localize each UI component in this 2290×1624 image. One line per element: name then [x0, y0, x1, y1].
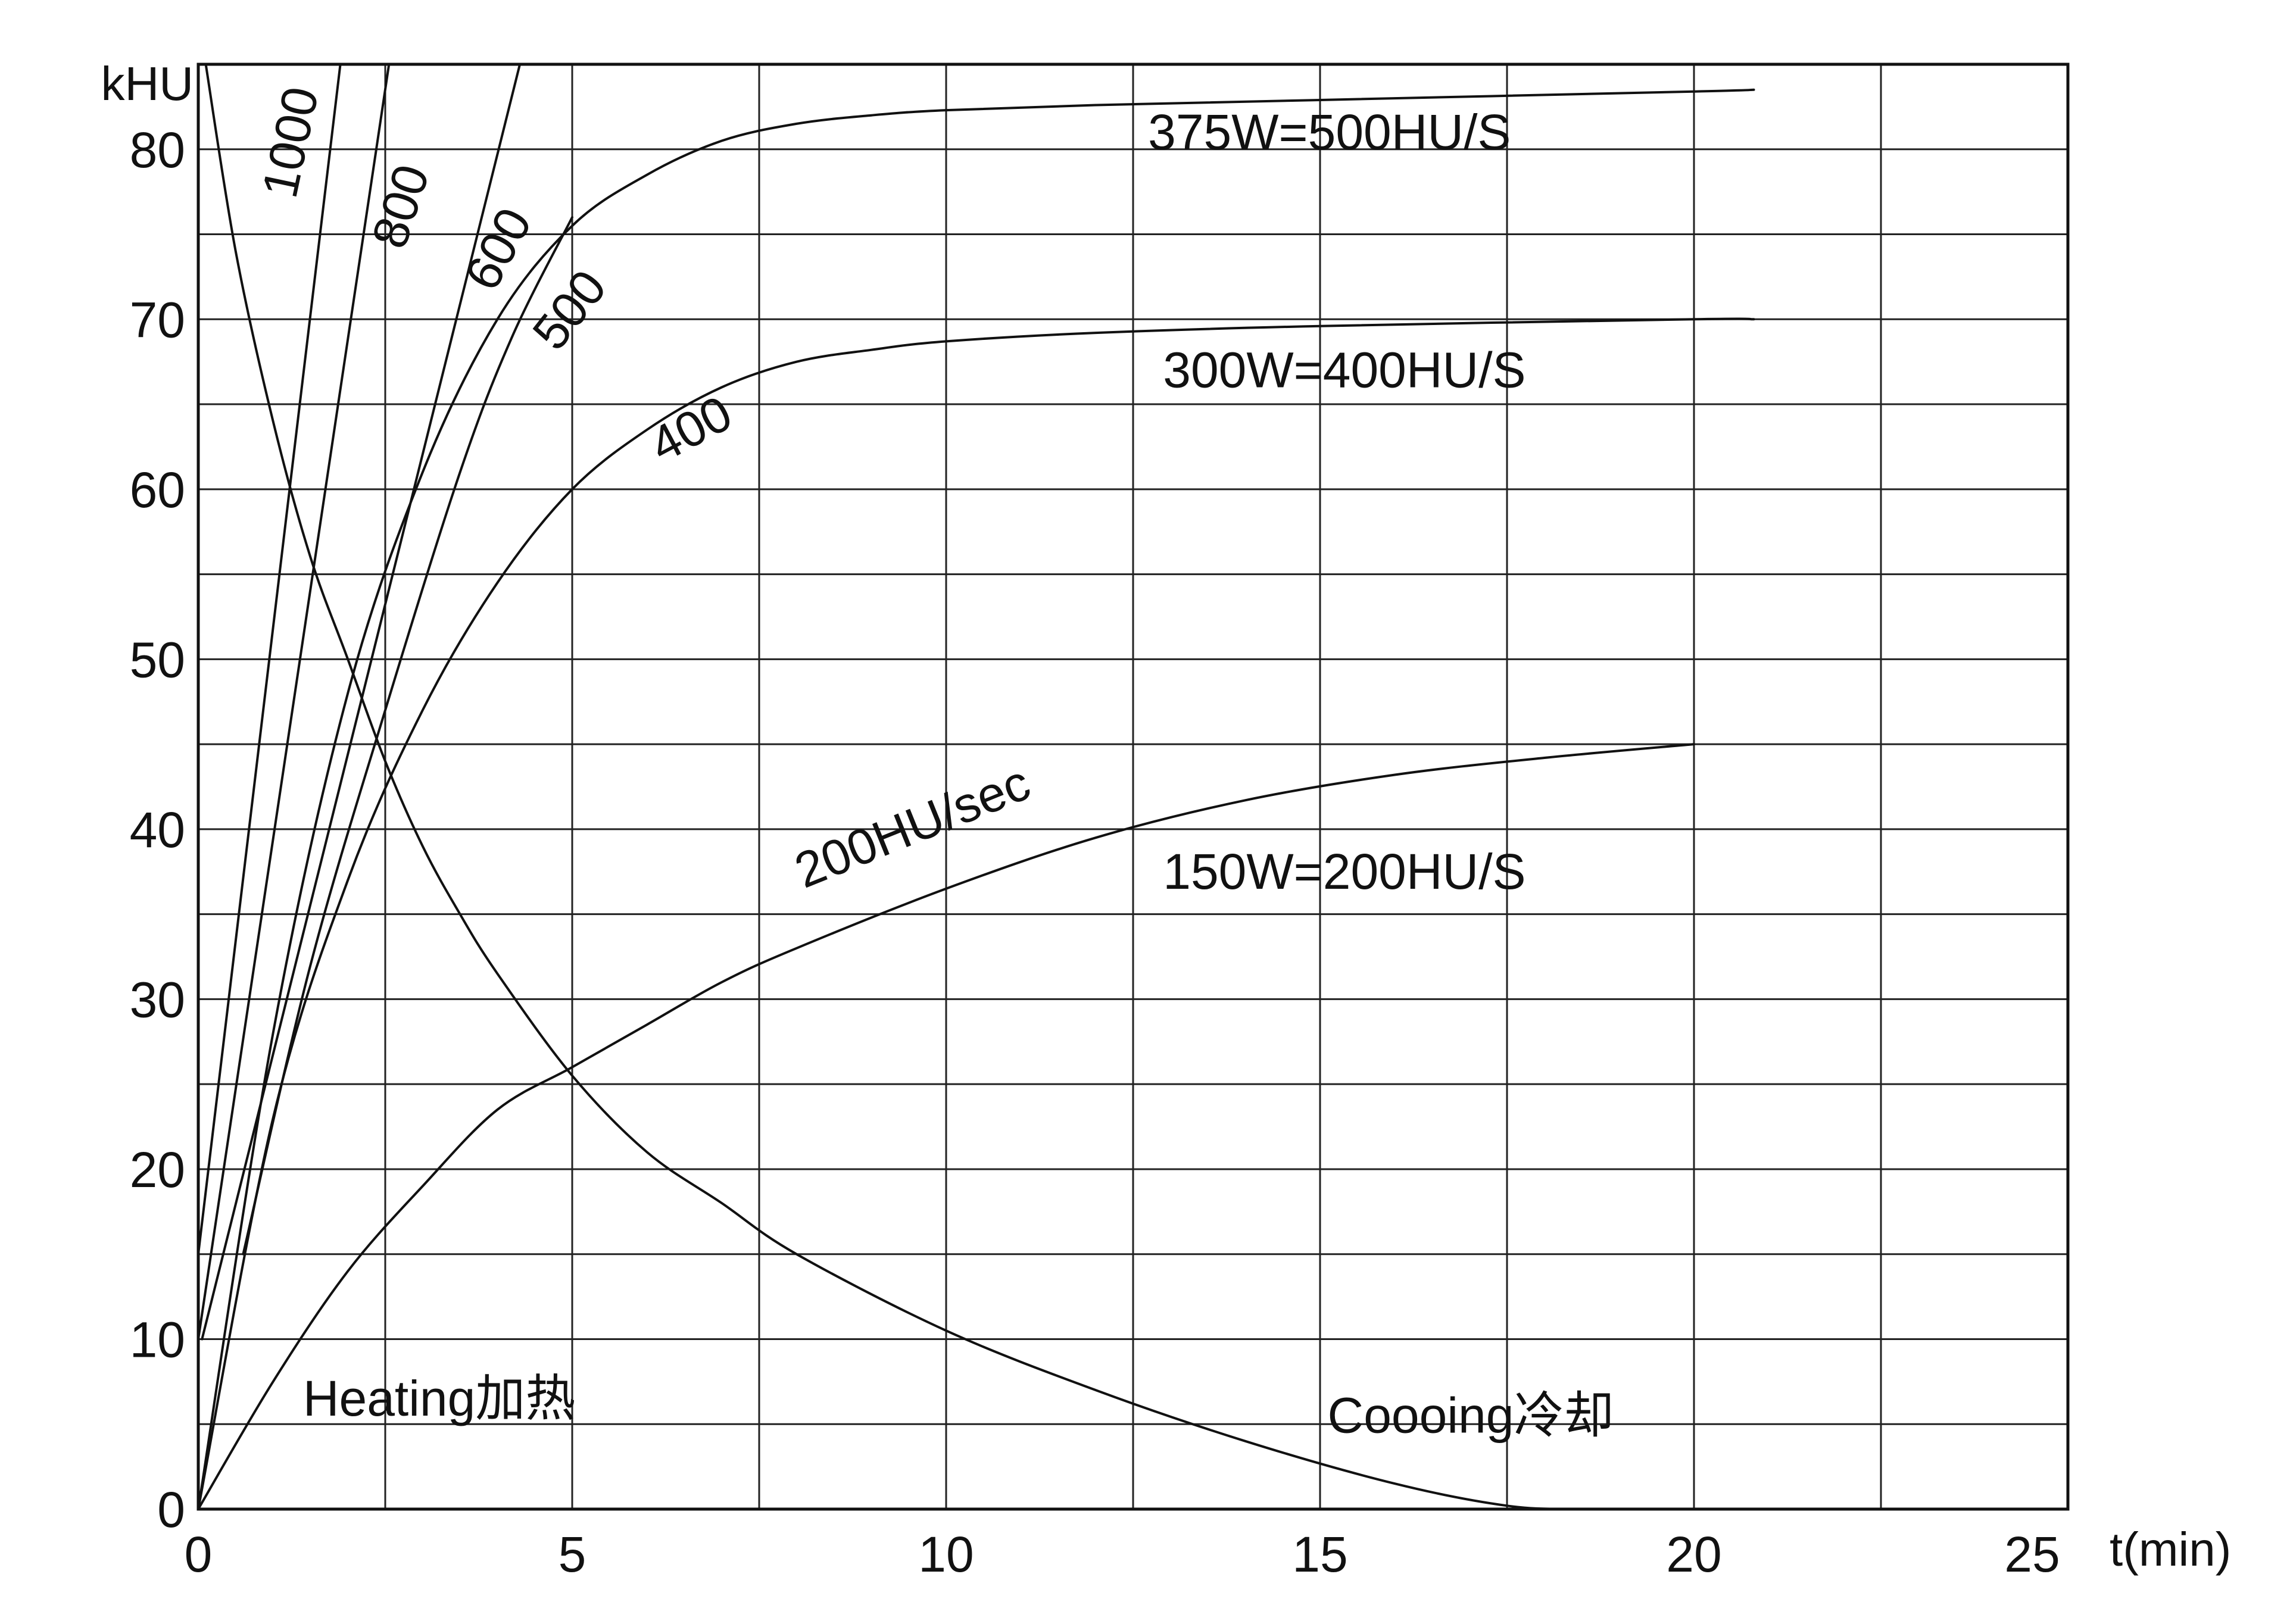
x-tick-label: 15	[1292, 1526, 1347, 1582]
series-line-6	[197, 743, 1695, 1510]
x-tick-label: 25	[2004, 1526, 2060, 1582]
series-line-2	[201, 63, 522, 1341]
x-tick-labels: 0 5 10 15 20 25	[185, 1526, 2060, 1582]
y-tick-label: 30	[130, 972, 185, 1028]
curve-annotation: 375W=500HU/S	[1148, 104, 1511, 160]
y-tick-label: 70	[130, 292, 185, 348]
x-tick-label: 10	[918, 1526, 974, 1582]
grid-lines	[198, 64, 2068, 1509]
x-tick-label: 5	[559, 1526, 586, 1582]
y-tick-label: 20	[130, 1142, 185, 1198]
curve-annotation: Coooing冷却	[1328, 1388, 1614, 1444]
series-line-5	[197, 88, 1755, 1510]
y-tick-label: 50	[130, 632, 185, 688]
curve-annotation: 400	[641, 385, 741, 473]
x-tick-label: 0	[185, 1526, 213, 1582]
curve-annotation: 500	[522, 260, 617, 360]
series-line-0	[197, 63, 342, 1256]
series-line-1	[197, 63, 391, 1341]
y-axis-label: kHU	[101, 57, 194, 110]
curve-annotation: 600	[454, 199, 542, 299]
curve-annotation: 300W=400HU/S	[1163, 342, 1525, 398]
curve-annotation: Heating加热	[303, 1370, 576, 1426]
y-tick-label: 60	[130, 462, 185, 518]
y-tick-labels: 0 10 20 30 40 50 60 70 80	[130, 122, 185, 1538]
curve-annotation: 150W=200HU/S	[1163, 844, 1525, 900]
series-line-7	[204, 63, 1695, 1511]
y-tick-label: 10	[130, 1311, 185, 1367]
series-line-4	[197, 317, 1755, 1510]
x-axis-label: t(min)	[2110, 1523, 2231, 1576]
curve-annotation: 1000	[251, 82, 329, 202]
y-tick-label: 0	[157, 1482, 185, 1538]
curve-annotation: 200HU/sec	[787, 754, 1037, 899]
curve-series	[197, 63, 1755, 1511]
series-line-3	[242, 216, 573, 1256]
y-tick-label: 80	[130, 122, 185, 178]
plot-frame	[196, 63, 2070, 1511]
x-tick-label: 20	[1666, 1526, 1721, 1582]
y-tick-label: 40	[130, 802, 185, 858]
